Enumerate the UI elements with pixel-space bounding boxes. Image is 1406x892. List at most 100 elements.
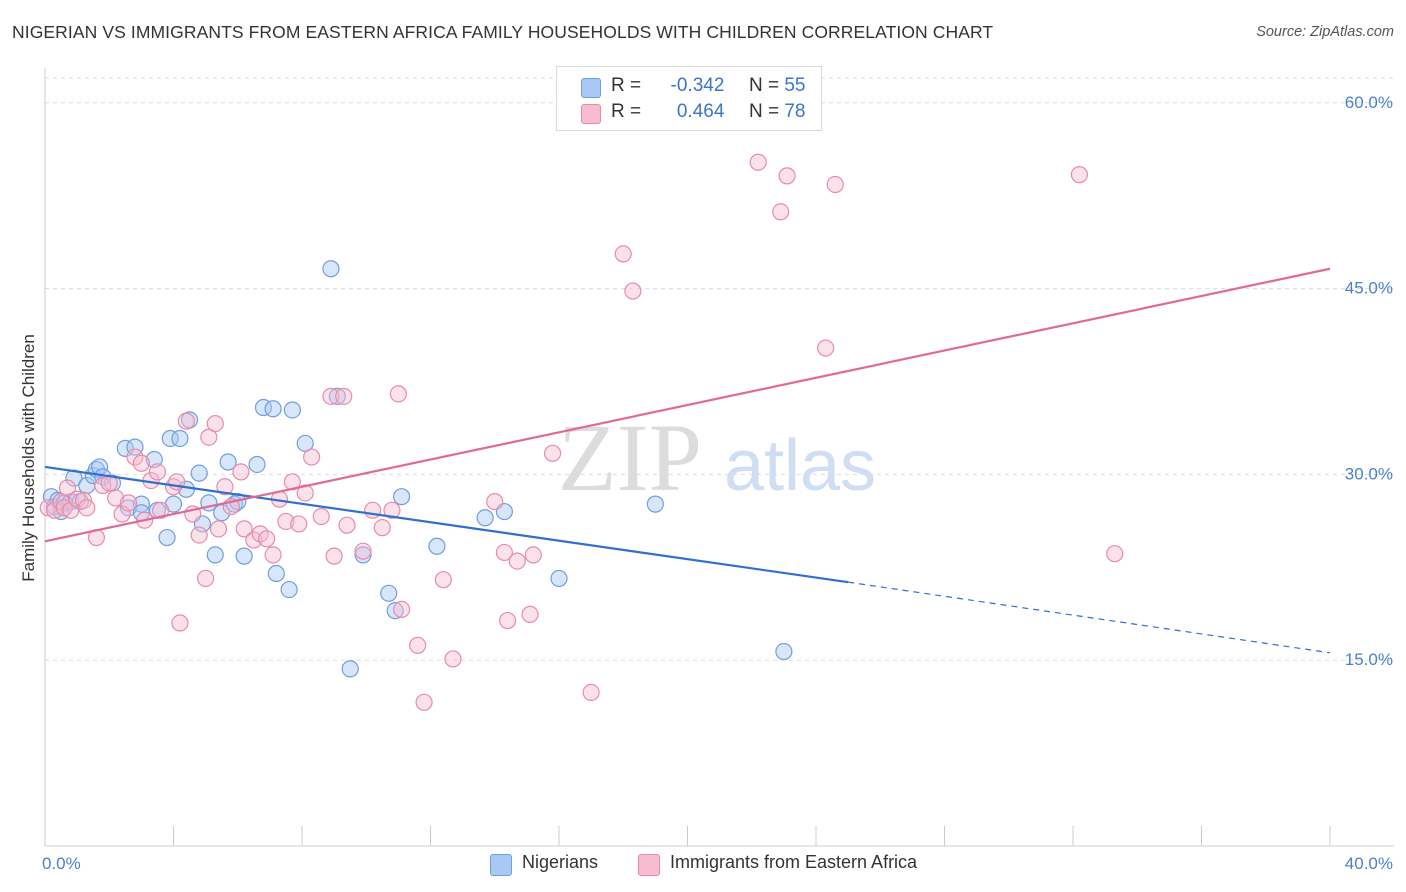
y-axis-label: Family Households with Children xyxy=(19,334,38,582)
point-eastern-africa xyxy=(392,600,411,619)
point-eastern-africa xyxy=(216,478,234,496)
point-eastern-africa xyxy=(543,444,562,462)
point-eastern-africa xyxy=(132,454,150,472)
point-eastern-africa xyxy=(126,448,144,466)
y-tick-label: 15.0% xyxy=(1345,650,1393,669)
point-eastern-africa xyxy=(148,463,167,481)
point-eastern-africa xyxy=(499,611,517,630)
point-nigerians xyxy=(171,429,189,448)
point-eastern-africa xyxy=(434,571,452,589)
legend-swatch-eastern-africa xyxy=(638,854,660,876)
point-eastern-africa xyxy=(312,507,330,526)
legend-swatch-nigerians xyxy=(490,854,512,876)
legend-label-eastern-africa: Immigrants from Eastern Africa xyxy=(670,852,918,872)
point-nigerians xyxy=(646,495,664,513)
point-eastern-africa xyxy=(364,501,382,519)
point-eastern-africa xyxy=(152,501,170,519)
point-nigerians xyxy=(219,453,237,471)
point-eastern-africa xyxy=(107,489,125,507)
point-eastern-africa xyxy=(524,546,542,564)
point-eastern-africa xyxy=(197,569,215,588)
point-nigerians xyxy=(476,509,494,527)
point-nigerians xyxy=(190,464,208,482)
point-nigerians xyxy=(126,438,144,456)
point-nigerians xyxy=(283,401,301,419)
point-eastern-africa xyxy=(383,501,401,519)
correlation-legend: R = -0.342 N = 55 R = 0.464 N = 78 xyxy=(556,66,822,131)
point-eastern-africa xyxy=(78,499,96,517)
point-eastern-africa xyxy=(409,636,427,654)
trend-line-nigerians xyxy=(44,465,849,584)
point-eastern-africa xyxy=(264,546,282,564)
point-eastern-africa xyxy=(296,484,314,502)
point-eastern-africa xyxy=(325,547,343,565)
y-tick-label: 45.0% xyxy=(1345,279,1393,298)
point-eastern-africa xyxy=(749,153,767,171)
n-value: 78 xyxy=(784,101,806,122)
point-eastern-africa xyxy=(338,516,356,534)
point-eastern-africa xyxy=(624,282,642,300)
point-eastern-africa xyxy=(258,530,276,548)
point-nigerians xyxy=(280,580,298,599)
point-eastern-africa xyxy=(373,519,391,537)
point-eastern-africa xyxy=(58,479,77,497)
point-eastern-africa xyxy=(290,515,308,533)
point-nigerians xyxy=(267,564,285,583)
n-value: 55 xyxy=(784,75,806,96)
point-nigerians xyxy=(264,400,282,418)
series-legend: Nigerians Immigrants from Eastern Africa xyxy=(0,852,1406,876)
point-eastern-africa xyxy=(778,167,796,185)
point-eastern-africa xyxy=(209,520,228,538)
point-eastern-africa xyxy=(177,412,195,430)
point-nigerians xyxy=(386,602,404,620)
point-nigerians xyxy=(392,488,411,506)
y-tick-label: 60.0% xyxy=(1345,93,1393,112)
point-eastern-africa xyxy=(444,650,462,668)
point-nigerians xyxy=(328,387,346,405)
point-eastern-africa xyxy=(245,531,263,549)
y-tick-label: 30.0% xyxy=(1345,464,1393,483)
point-eastern-africa xyxy=(235,520,253,538)
point-nigerians xyxy=(158,528,176,547)
point-nigerians xyxy=(235,547,253,565)
watermark-zip: ZIP xyxy=(558,404,702,511)
point-nigerians xyxy=(248,455,266,474)
point-nigerians xyxy=(161,429,179,448)
x-tick-label-max: 40.0% xyxy=(1345,854,1393,873)
trend-lines xyxy=(44,267,1331,654)
point-nigerians xyxy=(380,584,398,602)
point-eastern-africa xyxy=(508,552,526,570)
source-label: Source: ZipAtlas.com xyxy=(1256,24,1394,40)
point-nigerians xyxy=(206,546,224,564)
point-eastern-africa xyxy=(521,605,539,623)
legend-swatch-nigerians xyxy=(581,78,601,98)
n-label: N = xyxy=(748,101,780,122)
point-nigerians xyxy=(119,499,138,517)
point-eastern-africa xyxy=(232,463,250,481)
point-eastern-africa xyxy=(415,693,433,711)
point-nigerians xyxy=(322,260,340,278)
legend-swatch-eastern-africa xyxy=(581,104,601,124)
point-eastern-africa xyxy=(389,385,407,403)
tick-labels: 15.0% 30.0% 45.0% 60.0% 0.0% 40.0% xyxy=(42,93,1393,873)
point-eastern-africa xyxy=(335,387,353,405)
n-label: N = xyxy=(748,75,780,96)
point-eastern-africa xyxy=(303,448,321,466)
point-eastern-africa xyxy=(68,490,86,508)
point-eastern-africa xyxy=(190,526,208,544)
point-nigerians xyxy=(354,546,372,564)
x-tick-label-min: 0.0% xyxy=(42,854,81,873)
trend-line-eastern-africa xyxy=(44,267,1331,543)
point-nigerians xyxy=(775,642,793,661)
trend-line-nigerians-extension xyxy=(848,581,1331,654)
point-nigerians xyxy=(550,569,568,588)
point-eastern-africa xyxy=(1070,166,1089,184)
point-eastern-africa xyxy=(826,175,844,194)
point-nigerians xyxy=(341,660,359,678)
point-eastern-africa xyxy=(277,512,295,531)
point-eastern-africa xyxy=(614,245,632,263)
point-eastern-africa xyxy=(100,474,118,492)
watermark-atlas: atlas xyxy=(724,426,876,506)
point-eastern-africa xyxy=(486,493,504,511)
